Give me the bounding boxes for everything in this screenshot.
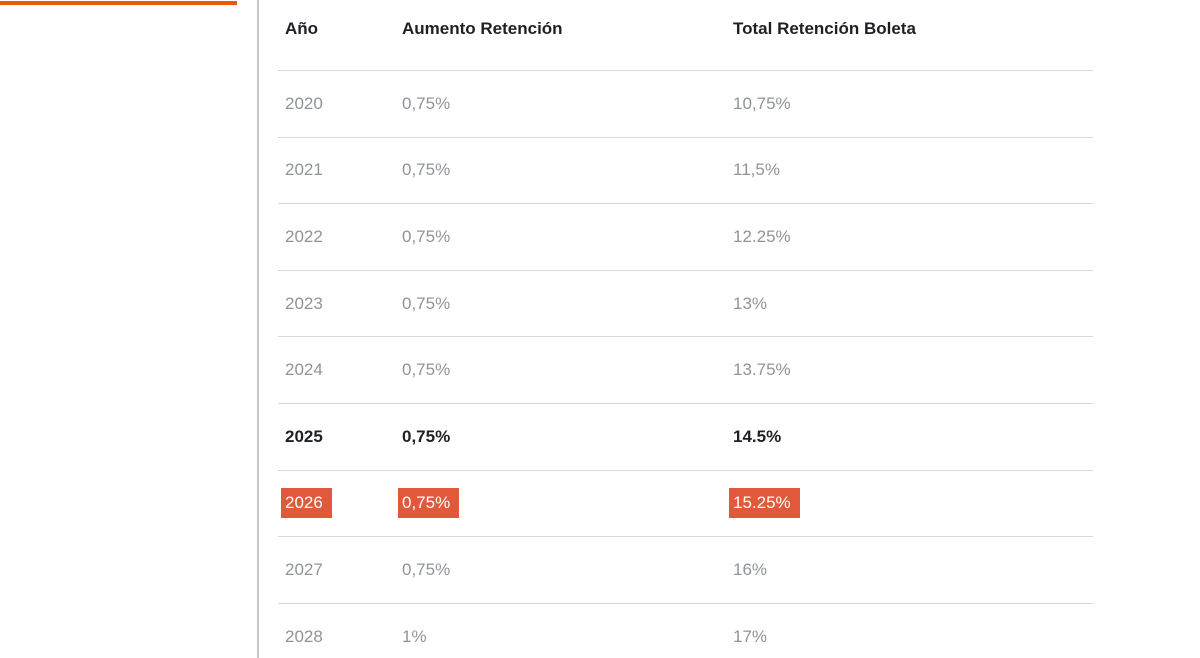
column-header-ano: Año xyxy=(278,0,395,71)
table-row: 2024 0,75% 13.75% xyxy=(278,336,1093,404)
table-row: 2023 0,75% 13% xyxy=(278,270,1093,338)
highlight-mark: 0,75% xyxy=(398,488,460,519)
cell-year: 2020 xyxy=(278,70,395,138)
cell-aumento-retencion: 1% xyxy=(395,603,726,658)
cell-total-retencion-boleta: 16% xyxy=(726,536,1093,604)
table-row: 2022 0,75% 12.25% xyxy=(278,203,1093,271)
cell-aumento-retencion: 0,75% xyxy=(395,70,726,138)
table-row: 2021 0,75% 11,5% xyxy=(278,137,1093,205)
cell-year: 2024 xyxy=(278,336,395,404)
cell-total-retencion-boleta: 13% xyxy=(726,270,1093,338)
column-header-aumento-retencion: Aumento Retención xyxy=(395,0,726,71)
table-row: 2027 0,75% 16% xyxy=(278,536,1093,604)
cell-total-retencion-boleta: 14.5% xyxy=(726,403,1093,471)
vertical-divider xyxy=(257,0,259,658)
table-row: 2020 0,75% 10,75% xyxy=(278,70,1093,138)
cell-aumento-retencion: 0,75% xyxy=(395,137,726,205)
table-row: 2028 1% 17% xyxy=(278,603,1093,658)
cell-aumento-retencion: 0,75% xyxy=(395,536,726,604)
cell-aumento-retencion: 0,75% xyxy=(395,336,726,404)
cell-year: 2022 xyxy=(278,203,395,271)
table-body: 2020 0,75% 10,75% 2021 0,75% 11,5% 2022 0,75% 12… xyxy=(278,70,1093,658)
cell-year: 2027 xyxy=(278,536,395,604)
table-row: 2025 0,75% 14.5% xyxy=(278,403,1093,471)
cell-year: 2025 xyxy=(278,403,395,471)
highlight-mark: 15.25% xyxy=(729,488,800,519)
cell-total-retencion-boleta: 11,5% xyxy=(726,137,1093,205)
cell-aumento-retencion: 0,75% xyxy=(395,403,726,471)
highlight-mark: 2026 xyxy=(281,488,332,519)
cell-year: 2026 xyxy=(278,470,395,538)
cell-year: 2028 xyxy=(278,603,395,658)
cell-total-retencion-boleta: 15.25% xyxy=(726,470,1093,538)
table-header-row: Año Aumento Retención Total Retención Bo… xyxy=(278,0,1093,71)
cell-total-retencion-boleta: 13.75% xyxy=(726,336,1093,404)
column-header-total-retencion-boleta: Total Retención Boleta xyxy=(726,0,1093,71)
cell-total-retencion-boleta: 12.25% xyxy=(726,203,1093,271)
cell-total-retencion-boleta: 10,75% xyxy=(726,70,1093,138)
cell-year: 2021 xyxy=(278,137,395,205)
cell-aumento-retencion: 0,75% xyxy=(395,203,726,271)
retention-table: Año Aumento Retención Total Retención Bo… xyxy=(278,0,1093,658)
table-row: 2026 0,75% 15.25% xyxy=(278,470,1093,538)
cell-year: 2023 xyxy=(278,270,395,338)
top-accent-bar xyxy=(0,1,237,5)
cell-aumento-retencion: 0,75% xyxy=(395,470,726,538)
cell-aumento-retencion: 0,75% xyxy=(395,270,726,338)
cell-total-retencion-boleta: 17% xyxy=(726,603,1093,658)
